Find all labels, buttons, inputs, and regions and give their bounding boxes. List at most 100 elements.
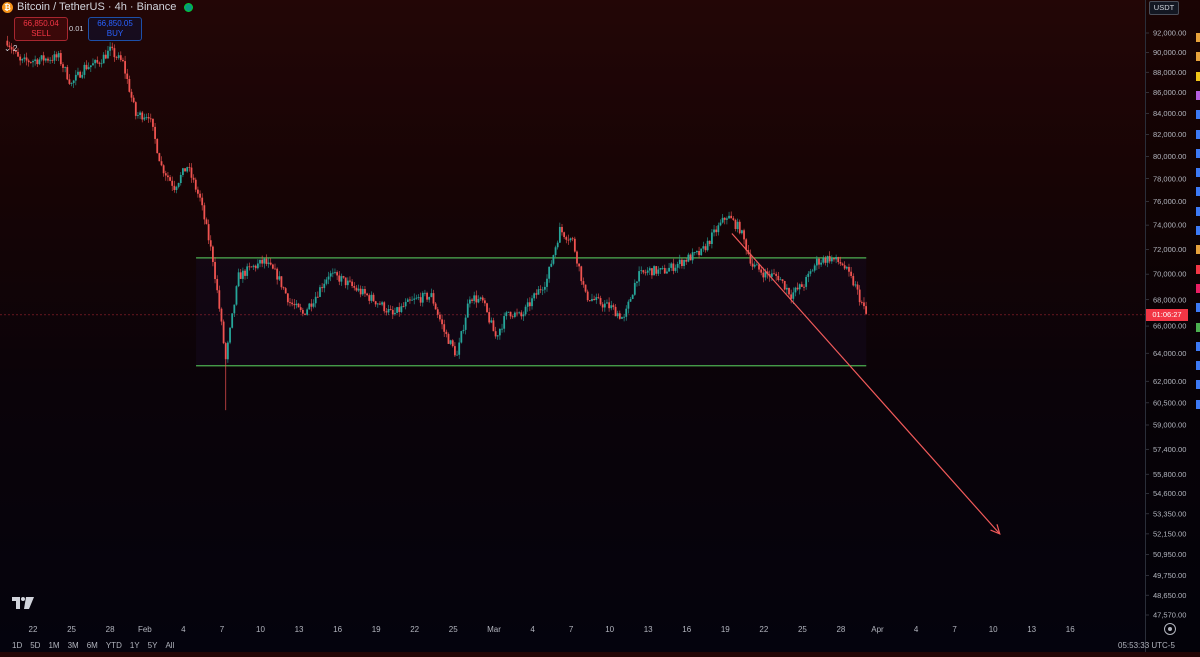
- clock-time[interactable]: 05:53:33 UTC-5: [1118, 641, 1175, 650]
- range-button-6m[interactable]: 6M: [86, 641, 98, 650]
- candle-body: [169, 177, 171, 181]
- watchlist-color-tab[interactable]: [1196, 206, 1200, 216]
- range-button-3m[interactable]: 3M: [67, 641, 79, 650]
- y-tick-label: 54,600.00: [1153, 489, 1186, 498]
- candle-body: [443, 324, 446, 332]
- watchlist-color-tab[interactable]: [1196, 226, 1200, 235]
- candle-body: [51, 59, 54, 61]
- range-button-1m[interactable]: 1M: [48, 641, 60, 650]
- watchlist-color-tab[interactable]: [1196, 90, 1200, 100]
- candle-body: [865, 306, 868, 314]
- watchlist-color-tab[interactable]: [1196, 71, 1200, 81]
- candle-body: [449, 340, 452, 344]
- candle-body: [486, 303, 488, 313]
- range-button-1y[interactable]: 1Y: [129, 641, 140, 650]
- watchlist-color-tab[interactable]: [1196, 322, 1200, 332]
- x-tick-label: 28: [106, 625, 115, 634]
- candle-body: [837, 257, 840, 263]
- candle-body: [256, 263, 259, 269]
- candle-body: [696, 250, 698, 253]
- candle-body: [715, 229, 718, 233]
- candle-body: [755, 264, 758, 266]
- tradingview-logo-icon: [12, 597, 34, 609]
- range-button-1d[interactable]: 1D: [12, 641, 23, 650]
- candle-body: [252, 265, 255, 267]
- watchlist-color-tab[interactable]: [1196, 245, 1200, 255]
- watchlist-color-tab[interactable]: [1196, 33, 1200, 42]
- candle-body: [321, 287, 324, 289]
- watchlist-color-tab[interactable]: [1196, 52, 1200, 62]
- candle-body: [301, 309, 304, 314]
- watchlist-color-tab[interactable]: [1196, 168, 1200, 178]
- buy-button[interactable]: 66,850.05 BUY: [88, 17, 142, 41]
- projection-arrow[interactable]: [731, 233, 1001, 535]
- watchlist-color-tab[interactable]: [1196, 361, 1200, 371]
- candle-body: [516, 312, 518, 314]
- candle-body: [625, 308, 628, 317]
- candle-body: [565, 237, 568, 240]
- candle-body: [505, 312, 508, 317]
- candle-body: [156, 138, 159, 154]
- candle-body: [342, 276, 345, 278]
- candle-body: [38, 59, 41, 65]
- price-chart[interactable]: 22 25 28 Feb 4 7 10 13 16 19 22 25 Mar 4 7 10 13 16 19 22 25…: [0, 0, 1145, 652]
- candle-body: [173, 185, 176, 190]
- symbol-header[interactable]: ₿ Bitcoin / TetherUS · 4h · Binance: [0, 0, 194, 14]
- spread-value: 0.01: [69, 24, 84, 33]
- candle-body: [226, 342, 229, 360]
- currency-selector[interactable]: USDT: [1149, 1, 1179, 15]
- candle-body: [785, 287, 788, 290]
- watchlist-color-tab[interactable]: [1196, 264, 1200, 274]
- watchlist-color-tab[interactable]: [1196, 341, 1200, 351]
- watchlist-color-tab[interactable]: [1196, 303, 1200, 313]
- candle-body: [53, 54, 56, 61]
- range-button-ytd[interactable]: YTD: [105, 641, 122, 650]
- candle-body: [241, 270, 244, 279]
- watchlist-color-tab[interactable]: [1196, 129, 1200, 139]
- watchlist-color-tab[interactable]: [1196, 283, 1200, 293]
- candle-body: [308, 303, 311, 310]
- candle-body: [524, 306, 527, 315]
- range-button-5d[interactable]: 5D: [30, 641, 41, 650]
- range-button-5y[interactable]: 5Y: [147, 641, 158, 650]
- candle-body: [237, 272, 240, 287]
- watchlist-color-tab[interactable]: [1196, 148, 1200, 158]
- watchlist-color-tab[interactable]: [1196, 380, 1200, 390]
- symbol-title[interactable]: Bitcoin / TetherUS · 4h · Binance: [17, 1, 177, 13]
- candle-body: [77, 71, 79, 75]
- indicators-toggle[interactable]: ⌄ 2: [4, 44, 17, 53]
- watchlist-color-tab[interactable]: [1196, 399, 1200, 409]
- indicators-count: 2: [12, 44, 18, 53]
- candle-body: [158, 153, 161, 162]
- candle-body: [218, 290, 221, 309]
- candle-body: [415, 297, 418, 299]
- price-axis[interactable]: 92,000.00 90,000.00 88,000.00 86,000.00 84,0…: [1145, 0, 1200, 652]
- y-tick-label: 84,000.00: [1153, 109, 1186, 118]
- candle-body: [312, 303, 315, 307]
- candle-body: [68, 79, 71, 84]
- candle-body: [199, 193, 201, 198]
- candle-body: [469, 299, 471, 304]
- candle-body: [44, 58, 47, 61]
- candle-body: [306, 309, 309, 315]
- range-button-all[interactable]: All: [165, 641, 175, 650]
- candle-body: [618, 313, 621, 319]
- candle-body: [749, 253, 752, 264]
- candle-body: [280, 276, 283, 288]
- candle-body: [190, 167, 193, 178]
- candle-body: [235, 286, 238, 305]
- candle-body: [432, 293, 435, 304]
- candle-body: [276, 268, 279, 280]
- gear-icon[interactable]: [1164, 623, 1176, 635]
- y-tick-label: 74,000.00: [1153, 221, 1186, 230]
- sell-button[interactable]: 66,850.04 SELL: [14, 17, 68, 41]
- candle-body: [334, 272, 336, 273]
- candle-body: [248, 266, 251, 268]
- watchlist-color-tab[interactable]: [1196, 110, 1200, 120]
- arrow-line[interactable]: [731, 233, 1001, 535]
- watchlist-color-tab[interactable]: [1196, 187, 1200, 197]
- candle-body: [83, 64, 86, 75]
- candle-body: [34, 59, 37, 61]
- candle-body: [676, 263, 679, 268]
- candle-body: [141, 112, 144, 120]
